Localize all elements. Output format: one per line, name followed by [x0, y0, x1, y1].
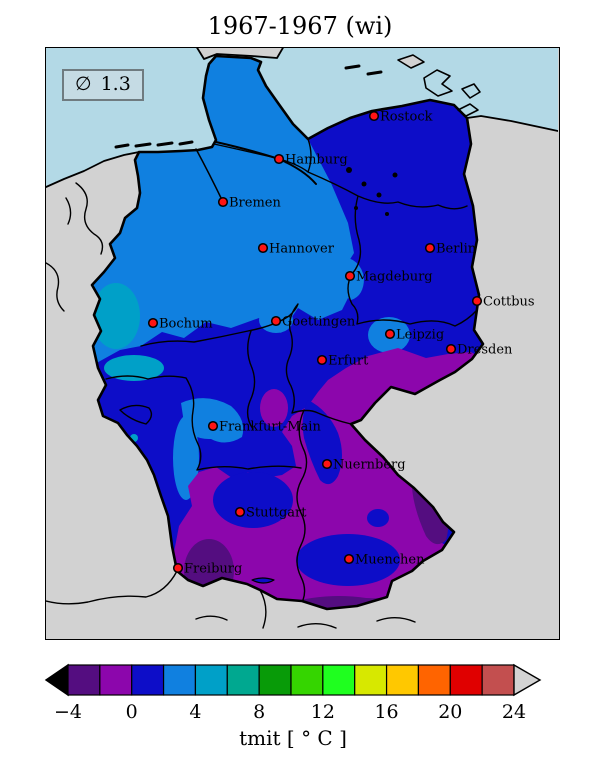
colorbar-tick-4: 4 [189, 701, 202, 723]
city-label-stuttgart: Stuttgart [246, 506, 307, 521]
city-label-hannover: Hannover [269, 242, 335, 257]
sea [46, 48, 558, 187]
mean-value: 1.3 [100, 73, 131, 95]
city-markers: Rostock Hamburg Bremen Hannover BerlinMagdeb… [147, 110, 535, 577]
colorbar-segment-9 [354, 664, 388, 696]
city-marker-berlin [424, 242, 436, 254]
city-marker-dresden [445, 343, 457, 355]
region-0-2C-regensburg [367, 509, 389, 527]
colorbar-segment-2 [131, 664, 165, 696]
colorbar-over-arrow [513, 663, 542, 697]
colorbar-under-arrow [44, 663, 69, 697]
region-0-2C-nuernberg [302, 400, 342, 485]
city-label-muenchen: Muenchen [355, 553, 425, 568]
region-4-6C-koeln [104, 355, 164, 381]
region-2-4C-frankfurt [181, 398, 244, 443]
bodensee-lake [251, 577, 275, 584]
colorbar-tick-−4: −4 [53, 701, 83, 723]
colorbar-segment-8 [322, 664, 356, 696]
city-marker-hannover [257, 242, 269, 254]
colorbar-segment-5 [226, 664, 260, 696]
city-label-frankfurt-main: Frankfurt-Main [219, 420, 321, 435]
map-axes: Rostock Hamburg Bremen Hannover Berlin Magdeb… [45, 47, 560, 640]
coastline [46, 115, 558, 188]
colorbar-tick-0: 0 [125, 701, 138, 723]
colorbar-segment-13 [481, 664, 515, 696]
city-label-cottbus: Cottbus [483, 295, 535, 310]
city-label-bochum: Bochum [159, 317, 213, 332]
city-label-freiburg: Freiburg [184, 562, 242, 577]
region-0-2C-stuttgart [213, 472, 293, 528]
colorbar-segment-4 [194, 664, 228, 696]
city-marker-leipzig [384, 328, 396, 340]
mean-symbol-icon: ∅ [75, 73, 92, 95]
baltic-islands [423, 69, 481, 117]
city-marker-nuernberg [321, 458, 333, 470]
weser-river [195, 148, 224, 203]
colorbar-segments [67, 664, 515, 696]
colorbar-tick-8: 8 [253, 701, 266, 723]
colorbar [40, 659, 560, 703]
city-label-goettingen: Goettingen [282, 315, 356, 330]
colorbar-segment-11 [417, 664, 451, 696]
region-4-6C-niederrhein [92, 283, 140, 349]
denmark-land [196, 48, 284, 60]
city-marker-frankfurt-main [207, 420, 219, 432]
colorbar-segment-3 [162, 664, 197, 696]
city-marker-freiburg [172, 562, 184, 574]
colorbar-segment-0 [67, 664, 101, 696]
city-label-bremen: Bremen [229, 196, 281, 211]
colorbar-segment-6 [258, 664, 292, 696]
colorbar-tick-20: 20 [438, 701, 463, 723]
city-label-hamburg: Hamburg [285, 153, 348, 168]
city-marker-bremen [217, 196, 229, 208]
city-label-dresden: Dresden [457, 343, 513, 358]
city-marker-goettingen [270, 315, 282, 327]
danish-island [397, 54, 425, 69]
mean-value-badge: ∅ 1.3 [62, 69, 144, 101]
city-marker-erfurt [316, 354, 328, 366]
colorbar-tick-12: 12 [310, 701, 335, 723]
figure-title: 1967-1967 (wi) [207, 12, 393, 40]
city-marker-bochum [147, 317, 159, 329]
colorbar-segment-1 [99, 664, 133, 696]
city-label-magdeburg: Magdeburg [356, 270, 433, 285]
colorbar-segment-10 [385, 664, 420, 696]
city-label-rostock: Rostock [380, 110, 433, 125]
neighbour-borders [46, 182, 416, 629]
region-minus2-0C-spessart [260, 389, 288, 427]
germany-temperature-map: Rostock Hamburg Bremen Hannover BerlinMagdeb… [46, 48, 558, 638]
mecklenburg-lakes [346, 167, 398, 216]
city-marker-muenchen [343, 553, 355, 565]
colorbar-label: tmit [ ° C ] [239, 726, 347, 750]
city-marker-stuttgart [234, 506, 246, 518]
city-marker-hamburg [273, 153, 285, 165]
city-label-erfurt: Erfurt [328, 354, 369, 369]
city-label-berlin: Berlin [436, 242, 477, 257]
colorbar-segment-7 [290, 664, 324, 696]
city-label-nuernberg: Nuernberg [333, 458, 406, 473]
colorbar-segment-12 [449, 664, 483, 696]
colorbar-ticks: −4 0 4 8 12 16 20 24 [0, 701, 600, 725]
colorbar-tick-16: 16 [374, 701, 399, 723]
city-marker-rostock [368, 110, 380, 122]
city-marker-magdeburg [344, 270, 356, 282]
region-2-4C-rhine [173, 416, 199, 500]
colorbar-tick-24: 24 [501, 701, 527, 723]
city-label-leipzig: Leipzig [396, 328, 444, 343]
frisian-islands [114, 64, 383, 149]
city-marker-cottbus [471, 295, 483, 307]
